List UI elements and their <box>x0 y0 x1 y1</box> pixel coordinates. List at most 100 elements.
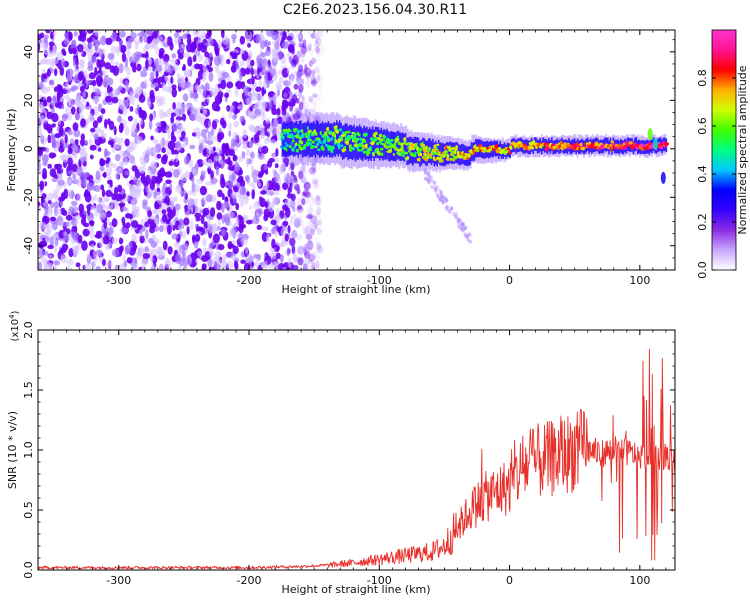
spectrogram-band-core <box>304 122 307 157</box>
spectrogram-noise-cell <box>195 77 201 86</box>
spectrogram-noise-cell <box>254 259 259 268</box>
spectrogram-noise-cell <box>118 123 124 134</box>
spectrogram-band-cell <box>354 140 358 145</box>
spectrogram-noise-cell <box>86 101 90 108</box>
spectrogram-noise-cell <box>132 244 137 253</box>
spectrogram-noise-cell <box>153 191 157 199</box>
spectrogram-noise-cell <box>216 147 223 155</box>
spectrogram-noise-cell <box>305 183 311 192</box>
spectrogram-noise-cell <box>303 182 312 190</box>
spectrogram-noise-cell <box>311 110 318 120</box>
spectrogram-noise-cell <box>314 253 320 261</box>
spectrogram-noise-cell <box>276 107 281 116</box>
spectrogram-band-cell <box>404 151 409 155</box>
spectrogram-band-core <box>341 125 344 160</box>
snr-y-label: SNR (10 * v/v) <box>6 411 19 489</box>
spectrogram-noise-cell <box>221 120 227 129</box>
spectrogram-noise-cell <box>38 81 44 90</box>
spectrogram-noise-cell <box>197 34 204 43</box>
spectrogram-noise-cell <box>305 214 313 220</box>
spectrogram-noise-cell <box>304 191 312 199</box>
snr-x-label: Height of straight line (km) <box>281 583 430 596</box>
spectrogram-band-core <box>288 122 291 157</box>
spectrogram-noise-cell <box>81 240 88 251</box>
spectrogram-noise-cell <box>206 145 213 155</box>
spectrogram-noise-cell <box>317 254 321 260</box>
spectrogram-noise-cell <box>318 156 324 164</box>
spectrogram-noise-cell <box>195 216 201 222</box>
spectrogram-noise-cell <box>48 152 57 159</box>
spectrogram-noise-cell <box>167 140 176 150</box>
spectrogram-noise-cell <box>70 106 76 115</box>
spectrogram-noise-cell <box>154 46 160 55</box>
spectrogram-noise-cell <box>308 196 316 206</box>
spectrogram-noise-cell <box>192 167 197 176</box>
spectrogram-noise-cell <box>86 182 94 192</box>
spectrogram-band-core <box>397 130 400 160</box>
x-tick-label: -200 <box>237 274 262 287</box>
spectrogram-noise-cell <box>155 175 162 184</box>
spectrogram-noise-cell <box>178 189 184 197</box>
spectrogram-noise-cell <box>227 165 235 171</box>
spectrogram-noise-cell <box>158 35 164 42</box>
spectrogram-noise-cell <box>139 37 144 44</box>
spectrogram-noise-cell <box>84 189 89 196</box>
spectrogram-noise-cell <box>255 86 262 92</box>
spectrogram-noise-cell <box>138 94 146 103</box>
spectrogram-noise-cell <box>171 87 177 98</box>
spectrogram-noise-cell <box>45 30 51 34</box>
spectrogram-noise-cell <box>180 44 186 49</box>
spectrogram-noise-cell <box>306 246 314 257</box>
spectrogram-noise-cell <box>68 248 74 258</box>
spectrogram-noise-cell <box>110 45 118 54</box>
spectrogram-noise-cell <box>54 260 60 266</box>
spectrogram-band-core <box>406 137 408 165</box>
spectrogram-noise-cell <box>115 172 120 180</box>
spectrogram-noise-cell <box>148 120 153 130</box>
spectrogram-noise-cell <box>235 134 240 141</box>
spectrogram-noise-cell <box>235 57 239 65</box>
spectrogram-noise-cell <box>248 83 256 89</box>
spectrogram-noise-cell <box>228 211 235 219</box>
spectrogram-noise-cell <box>96 203 103 214</box>
spectrogram-band-cell <box>345 140 350 145</box>
spectrogram-noise-cell <box>214 263 221 270</box>
spectrogram-band-core <box>414 136 417 164</box>
spectrogram-noise-cell <box>232 146 239 152</box>
spectrogram-noise-cell <box>255 34 262 44</box>
spectrogram-noise-cell <box>76 193 82 202</box>
spectrogram-tail-cell <box>465 233 470 238</box>
spectrogram-noise-cell <box>200 171 206 181</box>
spectrogram-noise-cell <box>247 43 251 48</box>
spectrogram-noise-cell <box>84 263 91 270</box>
spectrogram-band-core <box>449 141 451 164</box>
spectrogram-noise-cell <box>115 153 121 162</box>
spectrogram-noise-cell <box>231 33 237 40</box>
spectrogram-noise-cell <box>260 52 267 58</box>
spectrogram-noise-cell <box>76 177 82 187</box>
spectrogram-noise-cell <box>315 32 319 43</box>
spectrogram-noise-cell <box>289 184 293 193</box>
spectrogram-noise-cell <box>46 111 54 120</box>
spectrogram-band-core <box>611 141 613 155</box>
spectrogram-noise-cell <box>144 246 149 253</box>
spectrogram-noise-cell <box>46 68 51 77</box>
spectrogram-noise-cell <box>199 185 207 196</box>
spectrogram-noise-cell <box>106 84 111 94</box>
spectrogram-noise-cell <box>209 51 214 58</box>
spectrogram-noise-cell <box>210 177 218 184</box>
spectrogram-noise-cell <box>112 248 120 257</box>
spectrogram-tail-cell <box>460 223 464 228</box>
spectrogram-noise-cell <box>95 75 104 85</box>
spectrogram-noise-cell <box>133 38 141 46</box>
spectrogram-noise-cell <box>97 116 103 123</box>
spectrogram-noise-cell <box>292 264 299 270</box>
spectrogram-noise-cell <box>189 111 197 121</box>
spectrogram-noise-cell <box>49 168 57 178</box>
spectrogram-band-core <box>311 123 314 157</box>
spectrogram-noise-cell <box>224 216 231 226</box>
spectrogram-x-label: Height of straight line (km) <box>281 283 430 296</box>
spectrogram-noise-cell <box>310 223 318 232</box>
spectrogram-noise-cell <box>275 208 280 217</box>
spectrogram-noise-cell <box>300 52 306 58</box>
